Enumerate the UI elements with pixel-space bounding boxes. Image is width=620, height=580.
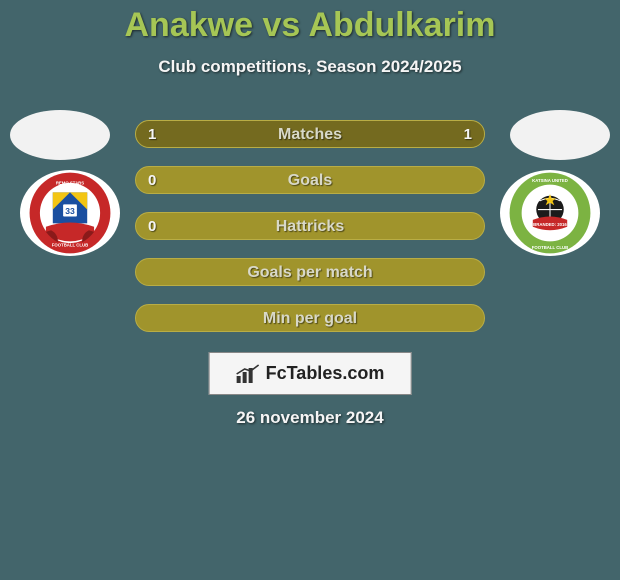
svg-text:KATSINA UNITED: KATSINA UNITED	[532, 178, 568, 183]
page-subtitle: Club competitions, Season 2024/2025	[0, 57, 620, 77]
stat-label: Min per goal	[136, 305, 484, 333]
stat-value-left: 0	[136, 167, 168, 195]
stat-label: Matches	[136, 121, 484, 149]
comparison-date: 26 november 2024	[0, 408, 620, 428]
stat-row: Goals0	[135, 166, 485, 194]
remo-stars-logo: 33 REMO STARS FOOTBALL CLUB	[20, 170, 120, 256]
stat-value-right: 1	[452, 121, 484, 149]
svg-text:REMO STARS: REMO STARS	[56, 181, 84, 186]
stat-value-left: 0	[136, 213, 168, 241]
stat-row: Min per goal	[135, 304, 485, 332]
page-title: Anakwe vs Abdulkarim	[0, 0, 620, 45]
svg-text:FOOTBALL CLUB: FOOTBALL CLUB	[52, 243, 88, 248]
stat-label: Hattricks	[136, 213, 484, 241]
stat-bars: Matches11Goals0Hattricks0Goals per match…	[135, 120, 485, 350]
svg-text:FOOTBALL CLUB: FOOTBALL CLUB	[532, 245, 568, 250]
player-avatar-right	[510, 110, 610, 160]
svg-text:BRANDED: 2016: BRANDED: 2016	[533, 222, 567, 227]
stat-label: Goals per match	[136, 259, 484, 287]
club-badge-right: BRANDED: 2016 KATSINA UNITED FOOTBALL CL…	[500, 170, 600, 256]
stat-row: Hattricks0	[135, 212, 485, 240]
svg-text:33: 33	[65, 206, 75, 216]
stat-row: Matches1 1	[135, 120, 485, 148]
stat-row: Goals per match	[135, 258, 485, 286]
katsina-united-logo: BRANDED: 2016 KATSINA UNITED FOOTBALL CL…	[500, 170, 600, 256]
brand-box: FcTables.com	[209, 352, 412, 395]
brand-chart-icon	[236, 364, 260, 384]
comparison-card: Anakwe vs Abdulkarim Club competitions, …	[0, 0, 620, 580]
stat-label: Goals	[136, 167, 484, 195]
player-avatar-left	[10, 110, 110, 160]
brand-text: FcTables.com	[266, 363, 385, 384]
club-badge-left: 33 REMO STARS FOOTBALL CLUB	[20, 170, 120, 256]
stat-value-left: 1	[136, 121, 168, 149]
